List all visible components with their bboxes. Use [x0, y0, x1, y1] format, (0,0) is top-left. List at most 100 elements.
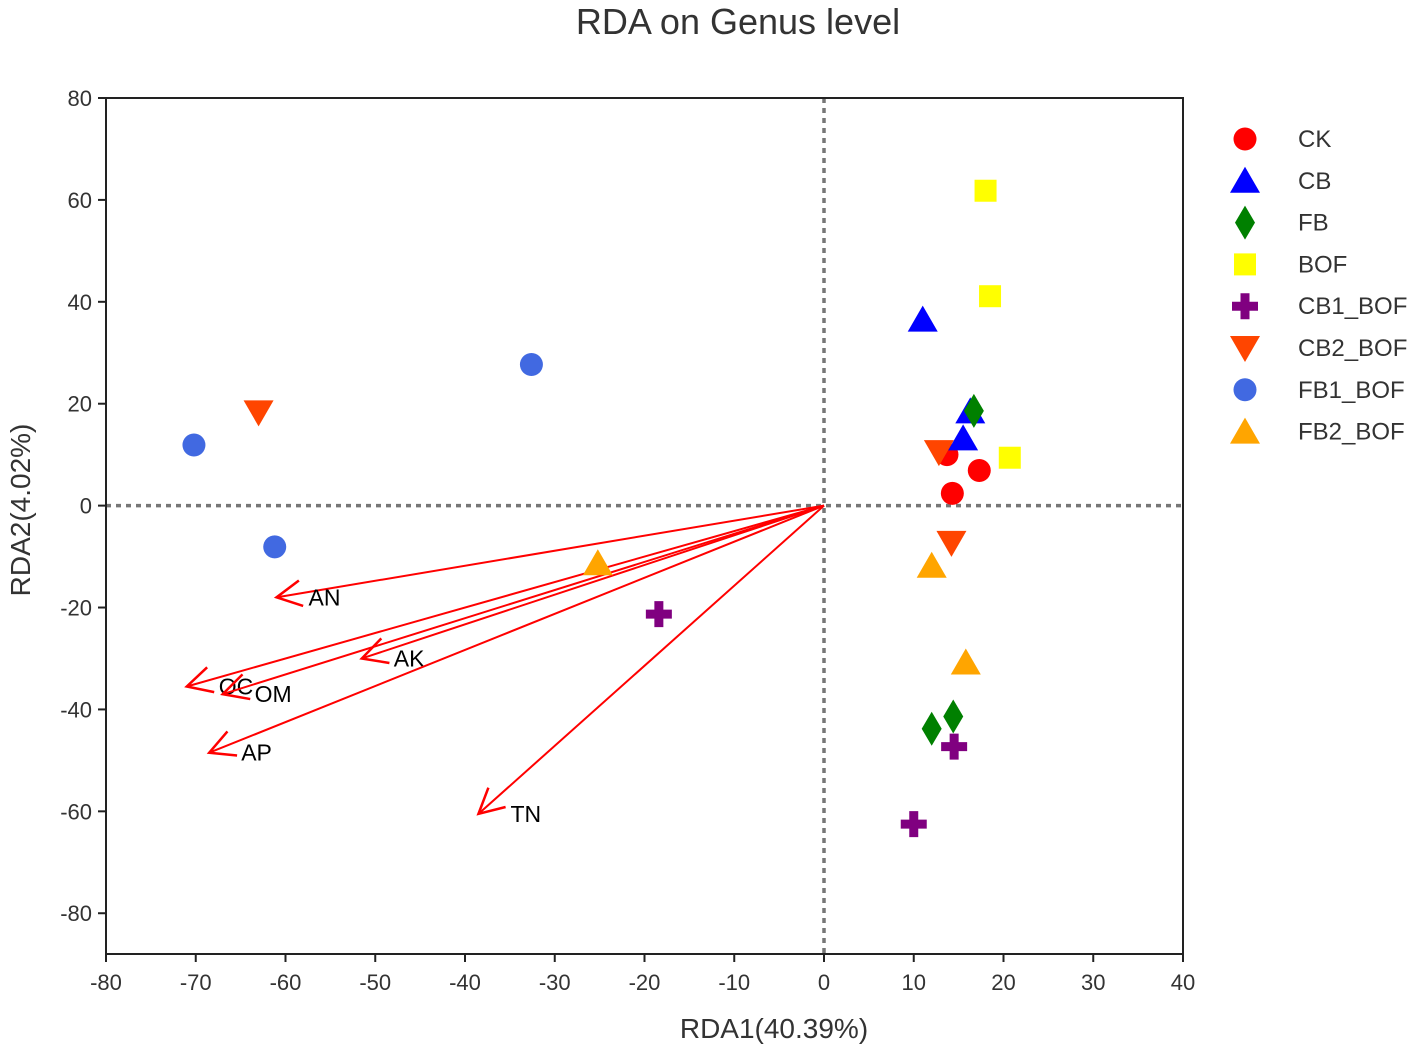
- legend-marker: [1234, 253, 1256, 276]
- series-cb1-bof: [645, 601, 968, 838]
- legend-item-fb1-bof: FB1_BOF: [1233, 377, 1405, 404]
- legend-marker: [1232, 293, 1258, 320]
- env-vector-label: OM: [255, 681, 292, 707]
- legend-label: CK: [1298, 126, 1331, 153]
- legend: CK CB FB BOF CB1_BOF CB2_BOF FB1_BOF FB2_BOF: [1230, 126, 1407, 446]
- y-tick-label: 60: [68, 188, 92, 213]
- legend-marker: [1233, 127, 1257, 151]
- env-vector-label: AP: [241, 740, 272, 766]
- x-tick-label: 10: [902, 970, 926, 995]
- legend-marker: [1235, 205, 1255, 240]
- legend-label: FB1_BOF: [1298, 377, 1405, 404]
- data-point: [907, 305, 938, 332]
- legend-marker: [1230, 417, 1260, 444]
- x-tick-label: -50: [359, 970, 391, 995]
- y-tick-label: 80: [68, 86, 92, 111]
- data-point: [182, 433, 206, 457]
- x-tick-label: -20: [629, 970, 661, 995]
- legend-label: FB2_BOF: [1298, 419, 1405, 446]
- y-tick-label: -60: [60, 799, 92, 824]
- legend-label: CB: [1298, 168, 1331, 195]
- data-point: [963, 393, 984, 428]
- x-tick-label: 20: [991, 970, 1015, 995]
- axes: -80 -70 -60 -50 -40 -30 -20 -10 0 10 20 30 40 -80 -60 -…: [60, 86, 1195, 995]
- legend-label: CB2_BOF: [1298, 335, 1407, 362]
- series-cb2-bof: [243, 400, 967, 557]
- legend-item-ck: CK: [1233, 126, 1331, 153]
- legend-item-fb: FB: [1235, 205, 1329, 240]
- legend-item-cb1-bof: CB1_BOF: [1232, 293, 1407, 320]
- data-point: [936, 530, 967, 557]
- env-vector-om: OM: [220, 504, 825, 707]
- series-cb: [907, 305, 986, 451]
- legend-label: CB1_BOF: [1298, 293, 1407, 320]
- y-tick-label: 0: [80, 494, 92, 519]
- env-vector-line: [361, 504, 825, 660]
- legend-marker: [1230, 166, 1260, 193]
- data-point: [582, 549, 613, 576]
- env-vector-line: [208, 504, 825, 754]
- env-vector-arrowhead: [220, 673, 251, 701]
- env-vector-an: AN: [273, 504, 825, 610]
- data-point: [519, 352, 543, 376]
- y-tick-label: -20: [60, 596, 92, 621]
- data-point: [921, 711, 942, 746]
- env-vector-line: [186, 504, 825, 688]
- y-axis-label: RDA2(4.02%): [5, 424, 36, 597]
- env-vector-arrowhead: [476, 787, 506, 816]
- y-tick-label: 40: [68, 290, 92, 315]
- data-point: [263, 535, 287, 559]
- y-tick-label: 20: [68, 392, 92, 417]
- data-point: [645, 601, 672, 628]
- legend-item-cb2-bof: CB2_BOF: [1230, 335, 1407, 362]
- legend-item-bof: BOF: [1234, 251, 1347, 278]
- env-vector-arrowhead: [184, 666, 215, 694]
- x-tick-label: 40: [1171, 970, 1195, 995]
- reference-lines: [106, 98, 1183, 954]
- x-tick-label: -70: [180, 970, 212, 995]
- env-vector-line: [477, 504, 825, 815]
- plot-frame: [105, 97, 1184, 955]
- x-axis-label: RDA1(40.39%): [680, 1013, 868, 1044]
- env-vector-ak: AK: [359, 504, 825, 671]
- data-point: [916, 551, 947, 578]
- x-tick-label: -60: [270, 970, 302, 995]
- x-tick-label: -40: [449, 970, 481, 995]
- legend-marker: [1230, 336, 1260, 362]
- data-point: [974, 179, 997, 202]
- legend-item-fb2-bof: FB2_BOF: [1230, 417, 1405, 446]
- y-tick-label: -40: [60, 697, 92, 722]
- legend-marker: [1233, 378, 1257, 402]
- data-point: [943, 699, 964, 734]
- data-point: [998, 446, 1021, 469]
- env-vector-arrowhead: [273, 579, 304, 608]
- series-fb2-bof: [582, 549, 981, 675]
- series-fb1-bof: [182, 352, 543, 559]
- x-tick-label: -30: [539, 970, 571, 995]
- data-point: [243, 400, 274, 427]
- env-vector-line: [276, 504, 825, 599]
- env-vector-label: TN: [510, 801, 541, 827]
- series-bof: [974, 179, 1021, 469]
- env-vector-arrowhead: [359, 637, 390, 665]
- env-vector-tn: TN: [476, 504, 825, 827]
- x-tick-label: 0: [818, 970, 830, 995]
- data-point: [941, 733, 968, 760]
- env-vector-ap: AP: [206, 504, 825, 766]
- chart-title: RDA on Genus level: [576, 1, 900, 42]
- data-point: [950, 648, 981, 675]
- data-point: [967, 458, 991, 482]
- legend-label: BOF: [1298, 251, 1347, 278]
- legend-label: FB: [1298, 210, 1329, 237]
- x-tick-label: 30: [1081, 970, 1105, 995]
- env-vector-label: AN: [309, 584, 341, 610]
- data-point: [948, 424, 979, 451]
- env-vector-arrowhead: [206, 730, 238, 757]
- data-point: [940, 481, 964, 505]
- legend-item-cb: CB: [1230, 166, 1331, 195]
- data-point: [923, 440, 954, 467]
- x-tick-label: -80: [90, 970, 122, 995]
- y-tick-label: -80: [60, 901, 92, 926]
